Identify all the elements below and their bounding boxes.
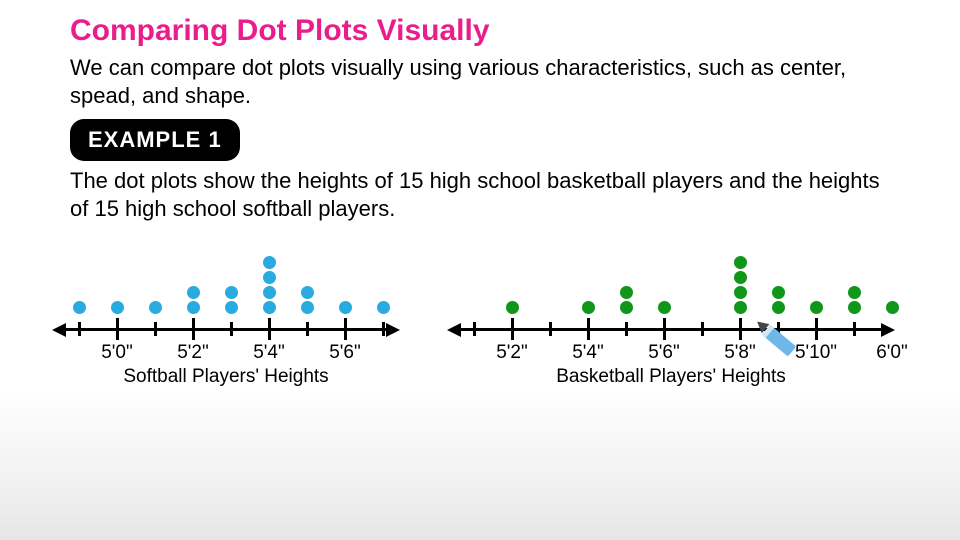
data-dot [225,286,238,299]
x-axis-label: 5'6" [648,342,680,364]
data-dot [263,286,276,299]
axis [64,328,388,331]
data-dot [506,301,519,314]
axis-arrow-left [447,323,461,337]
axis-arrow-left [52,323,66,337]
data-dot [187,286,200,299]
data-dot [772,286,785,299]
plot-caption: Basketball Players' Heights [451,366,891,388]
tick [625,322,628,336]
data-dot [848,301,861,314]
axis [459,328,883,331]
data-dot [73,301,86,314]
tick [739,318,742,340]
data-dot [263,256,276,269]
slide: Comparing Dot Plots Visually We can comp… [0,0,960,540]
intro-text: We can compare dot plots visually using … [70,54,890,109]
data-dot [810,301,823,314]
example-badge: EXAMPLE 1 [70,119,240,161]
tick [853,322,856,336]
dotplot-basketball: 5'2"5'4"5'6"5'8"5'10"6'0"Basketball Play… [451,230,891,400]
data-dot [339,301,352,314]
tick [78,322,81,336]
x-axis-label: 5'10" [795,342,837,364]
tick [473,322,476,336]
data-dot [620,286,633,299]
x-axis-label: 5'0" [101,342,133,364]
tick [192,318,195,340]
x-axis-label: 5'4" [253,342,285,364]
data-dot [263,301,276,314]
tick [511,318,514,340]
plot-caption: Softball Players' Heights [56,366,396,388]
tick [154,322,157,336]
dotplot-softball: 5'0" 5'2" 5'4" 5'6"Softball Players' Height… [56,230,396,400]
x-axis-label: 5'2" [177,342,209,364]
data-dot [734,301,747,314]
tick [230,322,233,336]
axis-arrow-right [386,323,400,337]
data-dot [620,301,633,314]
page-title: Comparing Dot Plots Visually [70,14,946,48]
axis-arrow-right [881,323,895,337]
x-axis-label: 5'8" [724,342,756,364]
data-dot [658,301,671,314]
data-dot [263,271,276,284]
dot-plots-region: 5'0"5'2"5'4"5'6"Softball Players' Height… [56,230,906,400]
tick [587,318,590,340]
tick [701,322,704,336]
tick [116,318,119,340]
tick [663,318,666,340]
tick [306,322,309,336]
x-axis-label: 5'2" [496,342,528,364]
data-dot [301,301,314,314]
x-axis-label: 6'0" [876,342,908,364]
tick [549,322,552,336]
data-dot [187,301,200,314]
data-dot [111,301,124,314]
data-dot [225,301,238,314]
tick [382,322,385,336]
data-dot [734,271,747,284]
example-description: The dot plots show the heights of 15 hig… [70,167,890,222]
data-dot [734,256,747,269]
data-dot [301,286,314,299]
data-dot [582,301,595,314]
x-axis-label: 5'4" [572,342,604,364]
tick [815,318,818,340]
x-axis-label: 5'6" [329,342,361,364]
tick [344,318,347,340]
data-dot [848,286,861,299]
data-dot [734,286,747,299]
data-dot [886,301,899,314]
data-dot [772,301,785,314]
tick [268,318,271,340]
data-dot [149,301,162,314]
data-dot [377,301,390,314]
